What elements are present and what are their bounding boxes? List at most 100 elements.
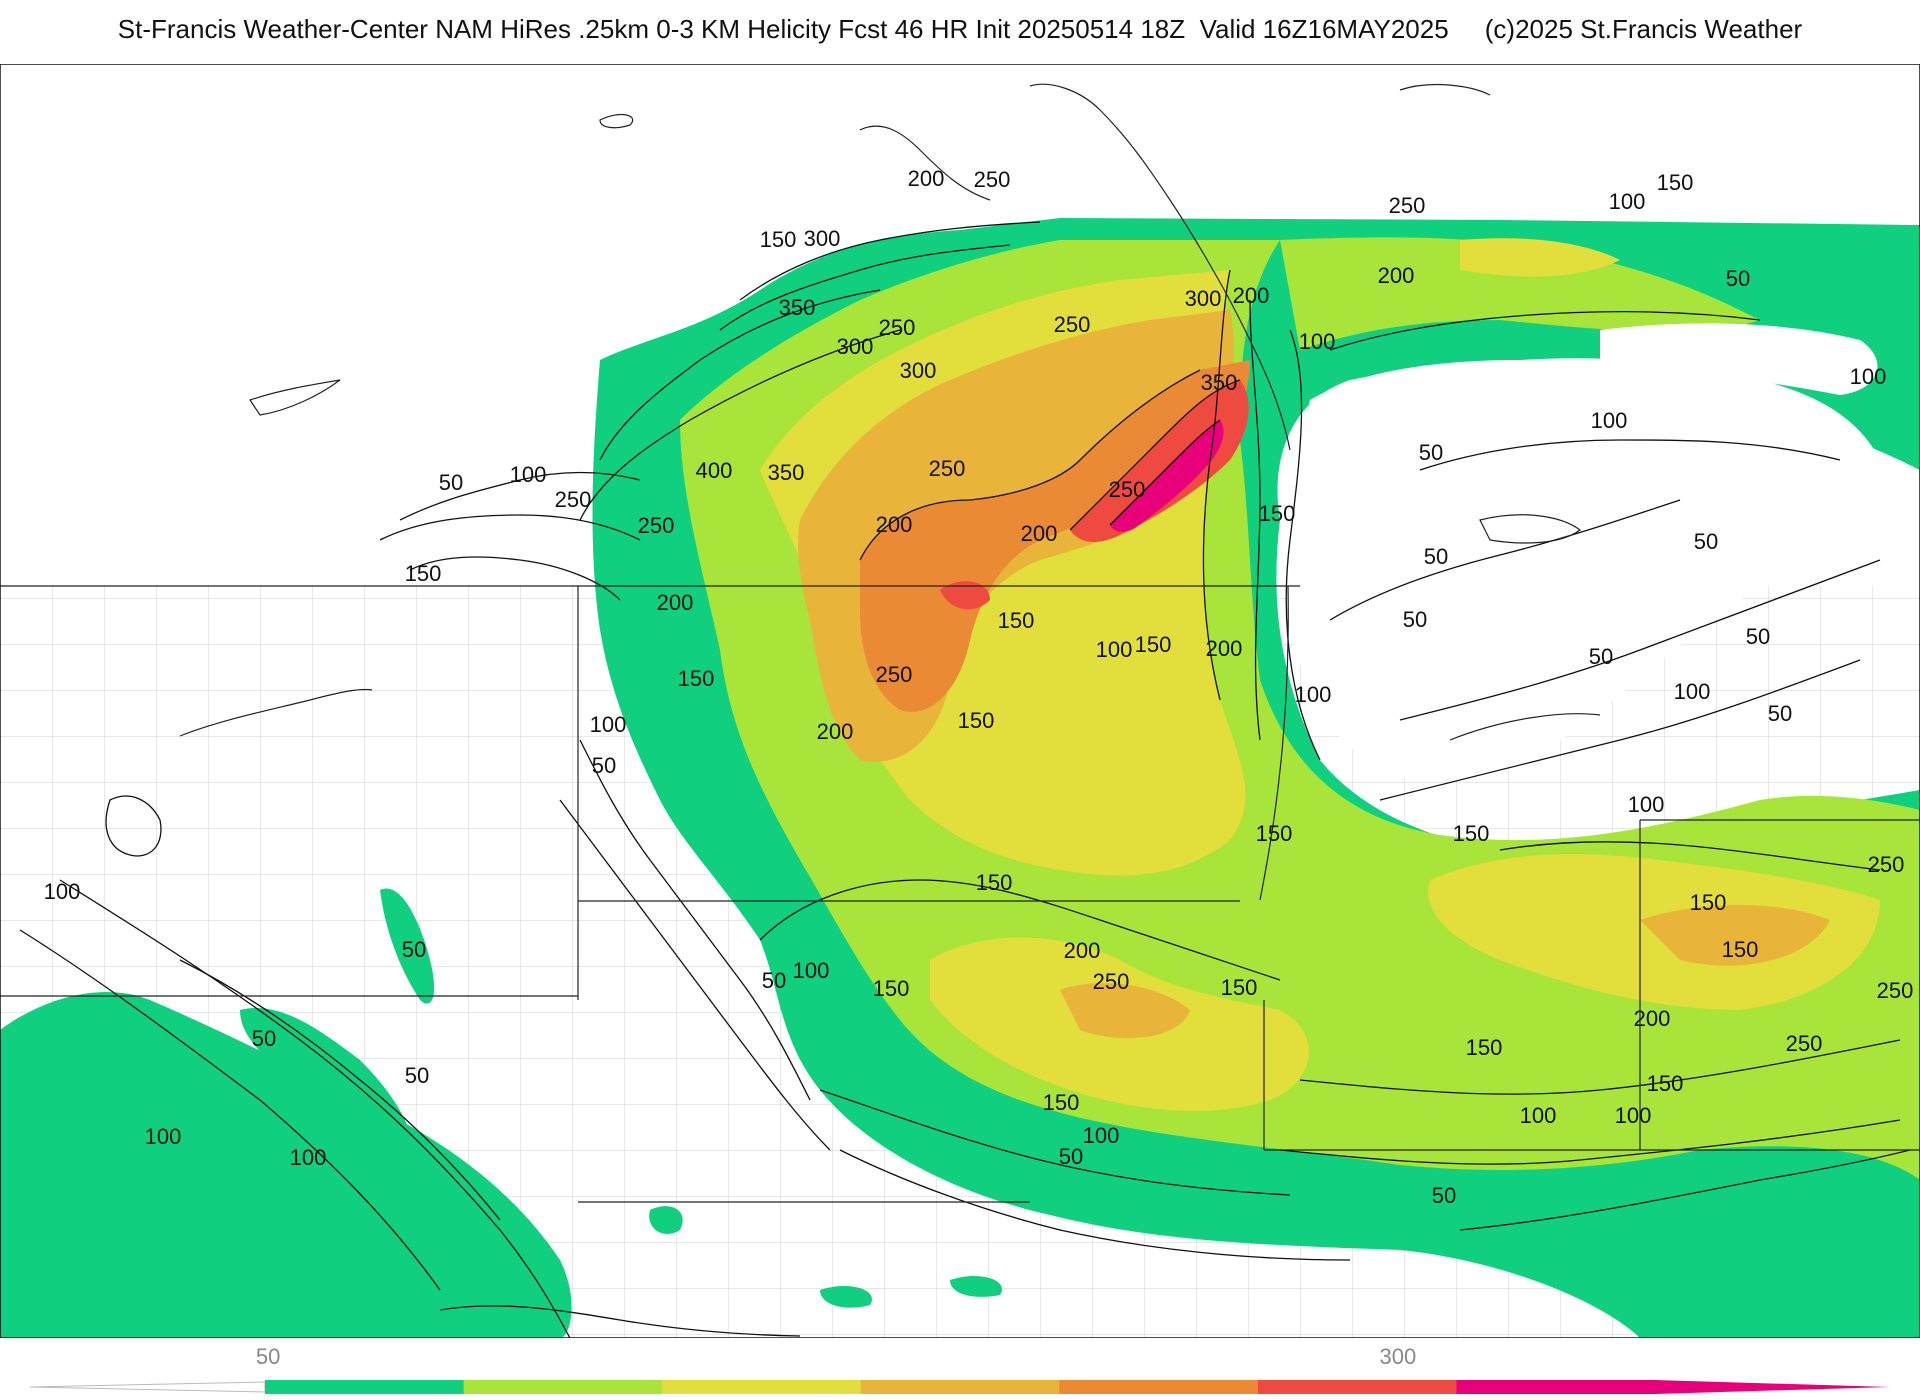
contour-label: 200: [1021, 521, 1058, 546]
coast-line: [1449, 713, 1601, 741]
contour-label: 50: [1419, 440, 1443, 465]
contour-line: [1399, 559, 1881, 721]
shade-green-sw-2: [820, 1285, 872, 1308]
contour-label: 300: [804, 226, 841, 251]
helicity-contours: [19, 221, 1911, 1338]
coast-line: [1029, 83, 1291, 451]
contour-line: [1419, 439, 1841, 471]
contour-label: 200: [1233, 283, 1270, 308]
helicity-shading: [0, 218, 1920, 1338]
contour-line: [105, 795, 162, 857]
coast-line: [1399, 83, 1491, 96]
colorbar-low-arrow: [29, 1381, 266, 1393]
contour-line: [179, 959, 501, 1221]
contour-label: 100: [1295, 682, 1332, 707]
contour-line: [819, 1089, 1291, 1196]
contour-label: 100: [793, 958, 830, 983]
contour-line: [1299, 1039, 1901, 1095]
shade-green-west-3: [240, 1008, 413, 1160]
contour-label: 200: [908, 166, 945, 191]
map-title: St-Francis Weather-Center NAM HiRes .25k…: [117, 14, 1803, 44]
contour-label: 150: [1657, 170, 1694, 195]
contour-line: [599, 289, 881, 461]
contour-label: 100: [1674, 679, 1711, 704]
contour-line: [1202, 269, 1231, 701]
contour-label: 150: [1722, 937, 1759, 962]
contour-label: 300: [1185, 286, 1222, 311]
contour-line: [19, 929, 441, 1291]
river-line: [179, 688, 373, 737]
colorbar: 50 300: [29, 1344, 1890, 1394]
contour-line: [1379, 659, 1861, 801]
contour-label: 250: [929, 456, 966, 481]
contour-label: 50: [1059, 1144, 1083, 1169]
colorbar-bin: [860, 1380, 1060, 1394]
contour-line: [1069, 379, 1241, 531]
contour-line: [379, 514, 641, 541]
contour-label: 200: [657, 590, 694, 615]
shade-red-west: [940, 581, 990, 610]
contour-label: 250: [1109, 477, 1146, 502]
contour-line: [1499, 841, 1881, 871]
contour-line: [59, 879, 571, 1338]
contour-label: 50: [405, 1063, 429, 1088]
colorbar-label: 50: [256, 1344, 280, 1369]
colorbar-bin: [1456, 1380, 1656, 1394]
contour-label: 150: [1259, 501, 1296, 526]
contour-label: 350: [1201, 370, 1238, 395]
contour-label: 50: [1726, 266, 1750, 291]
contour-label: 50: [439, 470, 463, 495]
contour-label: 150: [1453, 821, 1490, 846]
contour-label: 150: [678, 666, 715, 691]
colorbar-labels: 50 300: [256, 1344, 1416, 1369]
contour-line: [1249, 299, 1261, 741]
contour-line: [579, 739, 811, 1101]
contour-line: [579, 329, 901, 521]
contour-line: [1285, 329, 1321, 761]
contour-label: 400: [696, 458, 733, 483]
contour-label: 150: [1256, 821, 1293, 846]
shade-gold-east: [1640, 905, 1830, 966]
contour-label: 100: [1520, 1103, 1557, 1128]
contour-label: 100: [1096, 637, 1133, 662]
contour-label: 100: [145, 1124, 182, 1149]
contour-line: [719, 244, 1011, 331]
colorbar-bin: [662, 1380, 862, 1394]
contour-label: 200: [1378, 263, 1415, 288]
contour-label: 150: [1135, 632, 1172, 657]
contour-label: 150: [1466, 1035, 1503, 1060]
contour-label: 200: [1634, 1006, 1671, 1031]
contour-line: [439, 1305, 801, 1337]
contour-label: 50: [1746, 624, 1770, 649]
colorbar-bin: [1059, 1380, 1259, 1394]
contour-label: 250: [638, 513, 675, 538]
contour-line: [839, 1149, 1351, 1261]
contour-label: 200: [876, 512, 913, 537]
contour-label: 250: [1868, 852, 1905, 877]
contour-line: [409, 556, 621, 601]
contour-label: 200: [817, 719, 854, 744]
contour-label: 100: [1628, 792, 1665, 817]
colorbar-bin: [265, 1380, 465, 1394]
contour-label: 150: [976, 870, 1013, 895]
contour-label: 50: [1694, 529, 1718, 554]
contour-label: 150: [405, 561, 442, 586]
contour-label: 150: [873, 976, 910, 1001]
shade-gold-south: [1060, 982, 1190, 1039]
shade-hole-east-2: [1600, 323, 1878, 395]
contour-line: [1109, 419, 1221, 526]
contour-label: 150: [1690, 890, 1727, 915]
contour-label: 150: [760, 227, 797, 252]
contour-line: [1279, 1119, 1901, 1165]
contour-label: 150: [1043, 1090, 1080, 1115]
coast-line: [859, 125, 991, 201]
shade-yellow-ne: [1460, 238, 1620, 277]
colorbar-bin: [1257, 1380, 1457, 1394]
contour-label: 50: [252, 1026, 276, 1051]
contour-label: 100: [44, 879, 81, 904]
contour-label: 250: [1093, 969, 1130, 994]
contour-label: 50: [1424, 544, 1448, 569]
contour-label: 50: [1432, 1183, 1456, 1208]
